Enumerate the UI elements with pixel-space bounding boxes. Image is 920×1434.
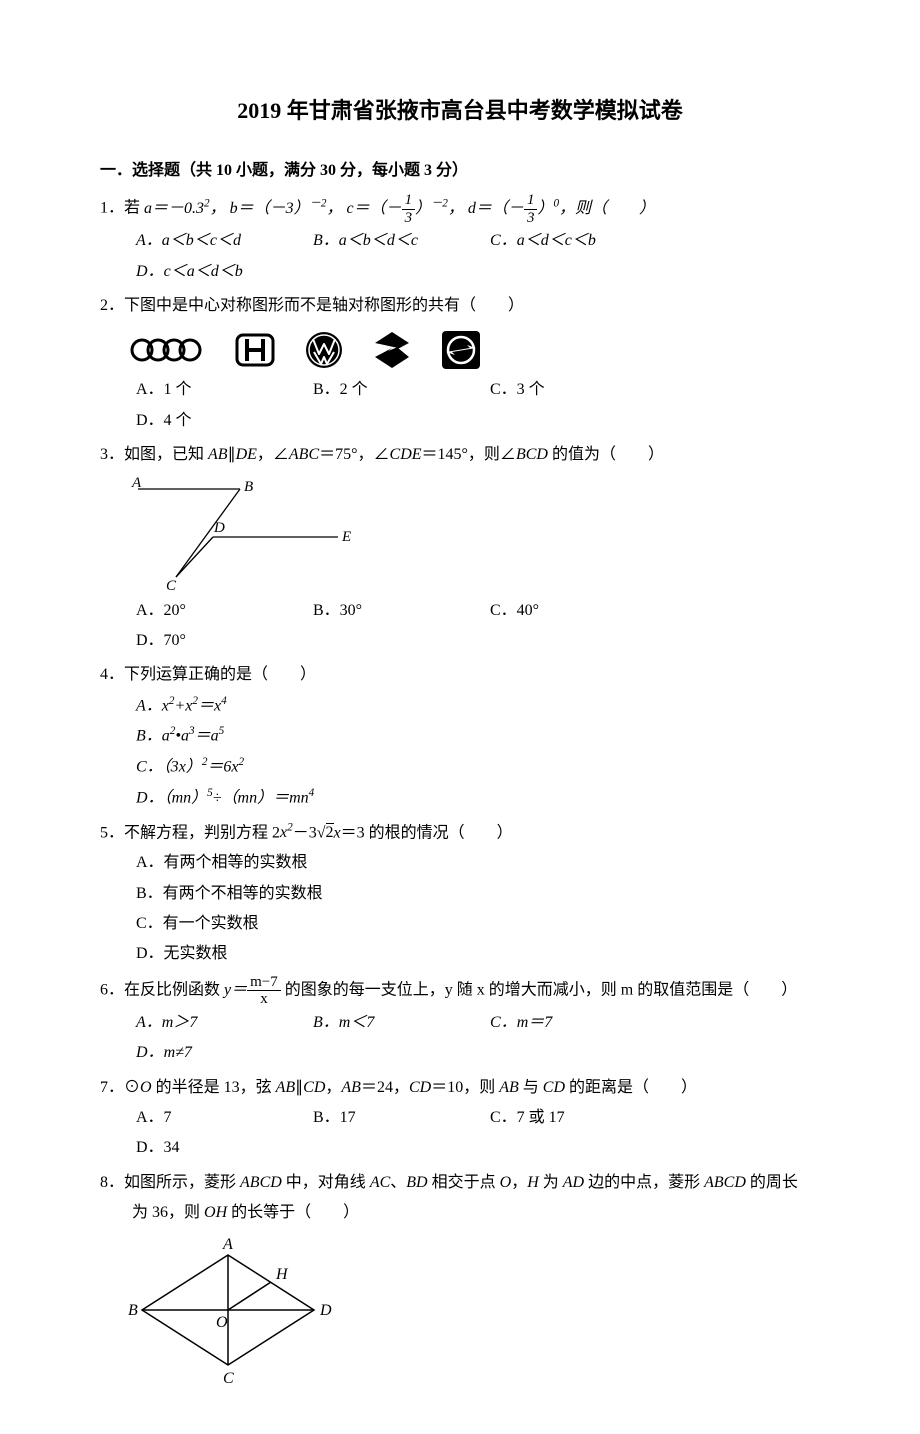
question-4: 4．下列运算正确的是（ ） A．x2+x2＝x4 B．a2•a3＝a5 C．（3… [100, 660, 820, 813]
q6-opt-d: D．m≠7 [136, 1038, 313, 1068]
q7-opt-b: B．17 [313, 1103, 490, 1133]
question-2: 2．下图中是中心对称图形而不是轴对称图形的共有（ ） [100, 291, 820, 436]
svg-text:D: D [319, 1302, 332, 1319]
q1-b: b＝（－3）－2， [230, 200, 343, 217]
page-title: 2019 年甘肃省张掖市高台县中考数学模拟试卷 [100, 90, 820, 132]
svg-text:B: B [128, 1302, 138, 1319]
q3-opt-b: B．30° [313, 596, 490, 626]
question-7: 7．⊙O 的半径是 13，弦 AB∥CD，AB＝24，CD＝10，则 AB 与 … [100, 1073, 820, 1164]
q3-diagram: A B D E C [128, 477, 820, 592]
q7-stem: 7．⊙O 的半径是 13，弦 AB∥CD，AB＝24，CD＝10，则 AB 与 … [100, 1073, 820, 1103]
svg-text:A: A [222, 1236, 233, 1253]
q4-opt-a: A．x2+x2＝x4 [136, 691, 484, 722]
q7-opt-d: D．34 [136, 1133, 313, 1163]
q1-opt-b: B．a＜b＜d＜c [313, 226, 490, 256]
q1-opt-a: A．a＜b＜c＜d [136, 226, 313, 256]
svg-text:E: E [341, 529, 351, 545]
q1-opt-c: C．a＜d＜c＜b [490, 226, 667, 256]
svg-text:C: C [166, 578, 177, 592]
q6-opt-a: A．m＞7 [136, 1008, 313, 1038]
q8-stem: 8．如图所示，菱形 ABCD 中，对角线 AC、BD 相交于点 O，H 为 AD… [100, 1168, 820, 1229]
audi-logo-icon [128, 333, 206, 367]
question-1: 1．若 a＝－0.32， b＝（－3）－2， c＝（－13）－2， d＝（－13… [100, 192, 820, 287]
q7-opt-c: C．7 或 17 [490, 1103, 667, 1133]
honda-logo-icon [234, 332, 276, 368]
q7-opt-a: A．7 [136, 1103, 313, 1133]
q1-opt-d: D．c＜a＜d＜b [136, 257, 313, 287]
q6-opt-b: B．m＜7 [313, 1008, 490, 1038]
q3-opt-c: C．40° [490, 596, 667, 626]
q5-opt-b: B．有两个不相等的实数根 [136, 879, 484, 909]
question-5: 5．不解方程，判别方程 2x2－3√2x＝3 的根的情况（ ） A．有两个相等的… [100, 818, 820, 970]
q2-opt-a: A．1 个 [136, 375, 313, 405]
q1-c: c＝（－13）－2， [346, 200, 463, 217]
q2-opt-d: D．4 个 [136, 406, 313, 436]
svg-text:O: O [216, 1314, 228, 1331]
q6-stem: 6．在反比例函数 y＝m−7x 的图象的每一支位上，y 随 x 的增大而减小，则… [100, 974, 820, 1008]
q4-opt-c: C．（3x）2＝6x2 [136, 752, 484, 783]
q2-stem: 2．下图中是中心对称图形而不是轴对称图形的共有（ ） [100, 291, 820, 321]
q3-opt-a: A．20° [136, 596, 313, 626]
q1-stem-pre: 1．若 [100, 200, 144, 217]
vw-logo-icon [304, 330, 344, 370]
q1-a: a＝－0.32， [144, 200, 226, 217]
suzuki-logo-icon [372, 330, 412, 370]
svg-text:C: C [223, 1370, 234, 1387]
q4-opt-b: B．a2•a3＝a5 [136, 721, 484, 752]
q5-opt-d: D．无实数根 [136, 939, 484, 969]
q2-opt-b: B．2 个 [313, 375, 490, 405]
svg-text:B: B [244, 479, 253, 495]
q5-opt-a: A．有两个相等的实数根 [136, 848, 484, 878]
svg-text:H: H [275, 1266, 289, 1283]
q8-diagram: A B C D O H [128, 1235, 820, 1390]
question-8: 8．如图所示，菱形 ABCD 中，对角线 AC、BD 相交于点 O，H 为 AD… [100, 1168, 820, 1390]
q4-opt-d: D．（mn）5÷（mn）＝mn4 [136, 783, 484, 814]
q3-stem: 3．如图，已知 AB∥DE，∠ABC＝75°，∠CDE＝145°，则∠BCD 的… [100, 440, 820, 470]
section-header: 一．选择题（共 10 小题，满分 30 分，每小题 3 分） [100, 156, 820, 186]
q5-opt-c: C．有一个实数根 [136, 909, 484, 939]
q6-opt-c: C．m＝7 [490, 1008, 667, 1038]
svg-text:D: D [213, 520, 225, 536]
question-6: 6．在反比例函数 y＝m−7x 的图象的每一支位上，y 随 x 的增大而减小，则… [100, 974, 820, 1069]
opel-logo-icon [440, 329, 482, 371]
svg-text:A: A [131, 477, 142, 491]
q2-logos [128, 329, 820, 371]
q2-opt-c: C．3 个 [490, 375, 667, 405]
question-3: 3．如图，已知 AB∥DE，∠ABC＝75°，∠CDE＝145°，则∠BCD 的… [100, 440, 820, 656]
q3-opt-d: D．70° [136, 626, 313, 656]
q5-stem: 5．不解方程，判别方程 2x2－3√2x＝3 的根的情况（ ） [100, 818, 820, 849]
q1-d: d＝（－13）0，则（ ） [468, 200, 655, 217]
q4-stem: 4．下列运算正确的是（ ） [100, 660, 820, 690]
